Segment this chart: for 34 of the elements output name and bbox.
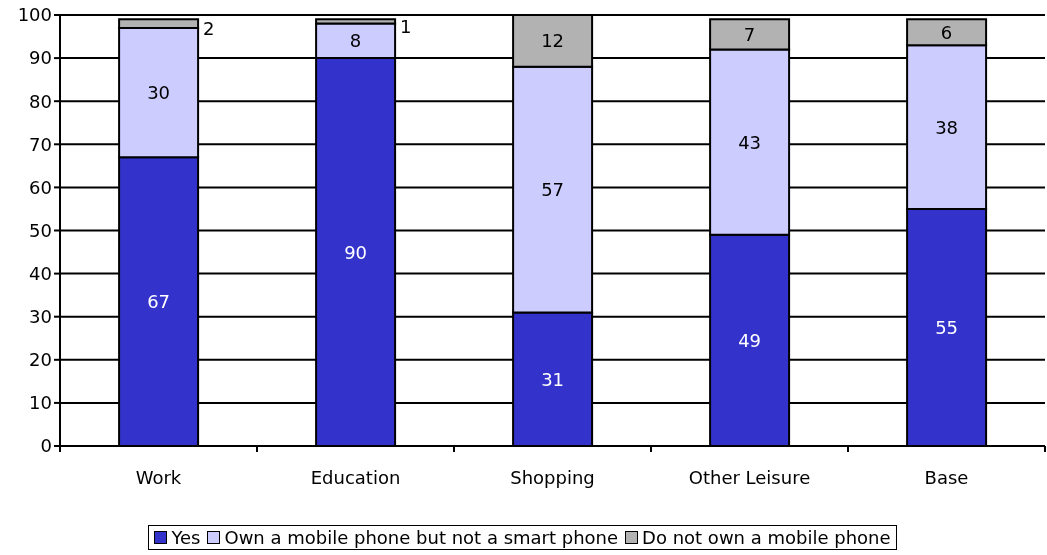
x-tick-label: Other Leisure xyxy=(688,467,811,488)
y-tick-label: 60 xyxy=(29,176,52,198)
y-tick-label: 30 xyxy=(29,306,52,328)
data-label: 49 xyxy=(738,329,762,351)
y-tick-label: 50 xyxy=(29,219,52,241)
y-tick-label: 100 xyxy=(17,4,52,26)
data-label: 8 xyxy=(349,30,362,52)
x-tick-label: Shopping xyxy=(510,467,595,488)
data-label: 31 xyxy=(541,368,565,390)
data-label: 12 xyxy=(541,30,565,52)
data-label: 43 xyxy=(738,131,762,153)
data-label: 38 xyxy=(935,116,959,138)
legend-label: Do not own a mobile phone xyxy=(642,527,891,548)
y-tick-label: 20 xyxy=(29,349,52,371)
data-label: 90 xyxy=(344,241,368,263)
y-tick-label: 80 xyxy=(29,90,52,112)
y-tick-label: 90 xyxy=(29,47,52,69)
y-tick-label: 0 xyxy=(40,435,52,457)
legend-label: Yes xyxy=(171,527,201,548)
x-tick-label: Base xyxy=(924,467,969,488)
data-label: 1 xyxy=(400,15,412,37)
x-tick-label: Work xyxy=(135,467,182,488)
data-label: 7 xyxy=(743,23,756,45)
data-label: 2 xyxy=(203,18,215,40)
data-label: 55 xyxy=(935,316,959,338)
data-label: 30 xyxy=(147,82,171,104)
data-label: 67 xyxy=(147,291,171,313)
y-tick-label: 40 xyxy=(29,262,52,284)
data-label: 6 xyxy=(940,21,953,43)
legend-label: Own a mobile phone but not a smart phone xyxy=(224,527,619,548)
x-tick-label: Education xyxy=(310,467,401,488)
data-label: 57 xyxy=(541,179,565,201)
y-tick-label: 10 xyxy=(29,392,52,414)
y-tick-label: 70 xyxy=(29,133,52,155)
